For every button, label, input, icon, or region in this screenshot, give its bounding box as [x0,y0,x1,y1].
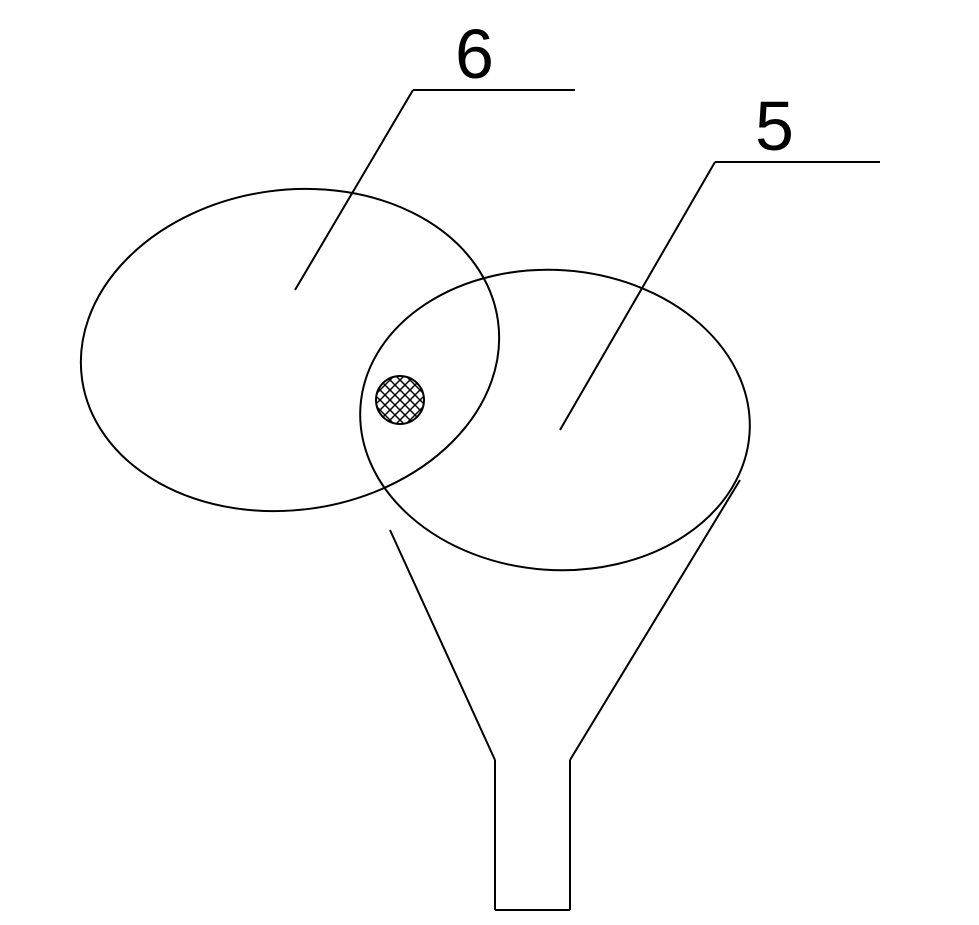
ellipse-part-6 [60,162,520,537]
callout-6-leader [295,90,413,290]
callout-5-leader [560,162,715,430]
callout-6-text: 6 [455,15,494,93]
diagram-canvas: 6 5 [0,0,979,925]
funnel-body [390,480,740,910]
callout-5-text: 5 [755,87,794,165]
hatched-detail-circle [376,376,424,424]
callout-5 [560,162,880,430]
